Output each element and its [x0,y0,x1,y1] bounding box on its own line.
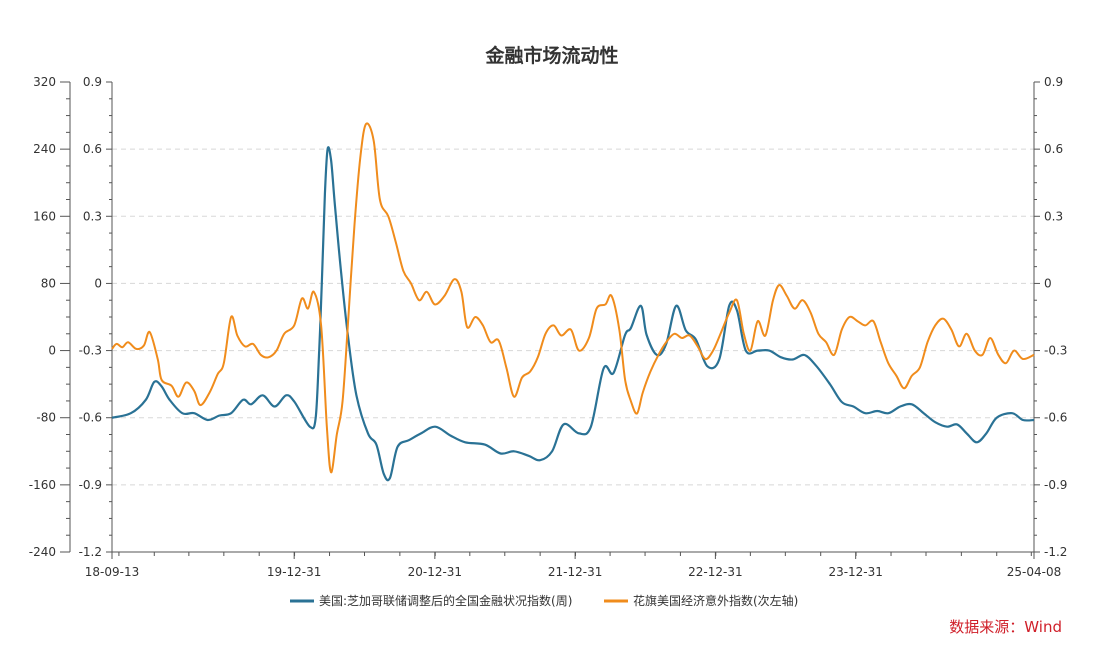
right-y-tick-label: -1.2 [1044,545,1067,559]
right-y-tick-label: 0.9 [1044,75,1063,89]
left-y-tick-label: 320 [33,75,56,89]
left-y-tick-label: 240 [33,142,56,156]
source-note: 数据来源：Wind [949,618,1062,636]
inner-left-y-tick-label: 0 [94,276,102,290]
inner-left-y-tick-label: 0.3 [83,209,102,223]
legend-label: 花旗美国经济意外指数(次左轴) [633,593,798,608]
x-tick-label: 21-12-31 [548,565,602,579]
x-tick-label: 25-04-08 [1007,565,1061,579]
series-layer [111,122,1035,482]
axes: 320 240 160 80 0 -80 -160 -240 0.9 0.9 0.6 0.6 0.3 0.… [29,75,1068,579]
right-y-tick-label: -0.6 [1044,411,1067,425]
inner-left-y-tick-label: -0.3 [79,344,102,358]
right-y-tick-label: 0 [1044,276,1052,290]
chart-title: 金融市场流动性 [484,44,618,67]
left-y-tick-label: 0 [48,344,56,358]
inner-left-y-tick-label: 0.6 [83,142,102,156]
inner-left-y-tick-label: -0.6 [79,411,102,425]
left-y-tick-label: 80 [41,276,56,290]
legend-label: 美国:芝加哥联储调整后的全国金融状况指数(周) [319,593,572,608]
left-y-tick-label: 160 [33,209,56,223]
x-tick-label: 20-12-31 [408,565,462,579]
left-y-tick-label: -80 [36,411,56,425]
x-tick-label: 22-12-31 [688,565,742,579]
series-line-citi-surprise-index [111,122,1035,474]
right-y-tick-label: 0.3 [1044,209,1063,223]
x-tick-label: 23-12-31 [828,565,882,579]
series-line-chicago-fed-nfci [111,146,1035,482]
x-tick-label: 19-12-31 [267,565,321,579]
inner-left-y-tick-label: -1.2 [79,545,102,559]
x-tick-label: 18-09-13 [85,565,139,579]
legend: 美国:芝加哥联储调整后的全国金融状况指数(周) 花旗美国经济意外指数(次左轴) [290,593,798,608]
left-y-tick-label: -240 [29,545,56,559]
right-y-tick-label: 0.6 [1044,142,1063,156]
right-y-tick-label: -0.9 [1044,478,1067,492]
left-y-tick-label: -160 [29,478,56,492]
right-y-tick-label: -0.3 [1044,344,1067,358]
inner-left-y-tick-label: -0.9 [79,478,102,492]
gridlines [112,148,1034,486]
inner-left-y-tick-label: 0.9 [83,75,102,89]
